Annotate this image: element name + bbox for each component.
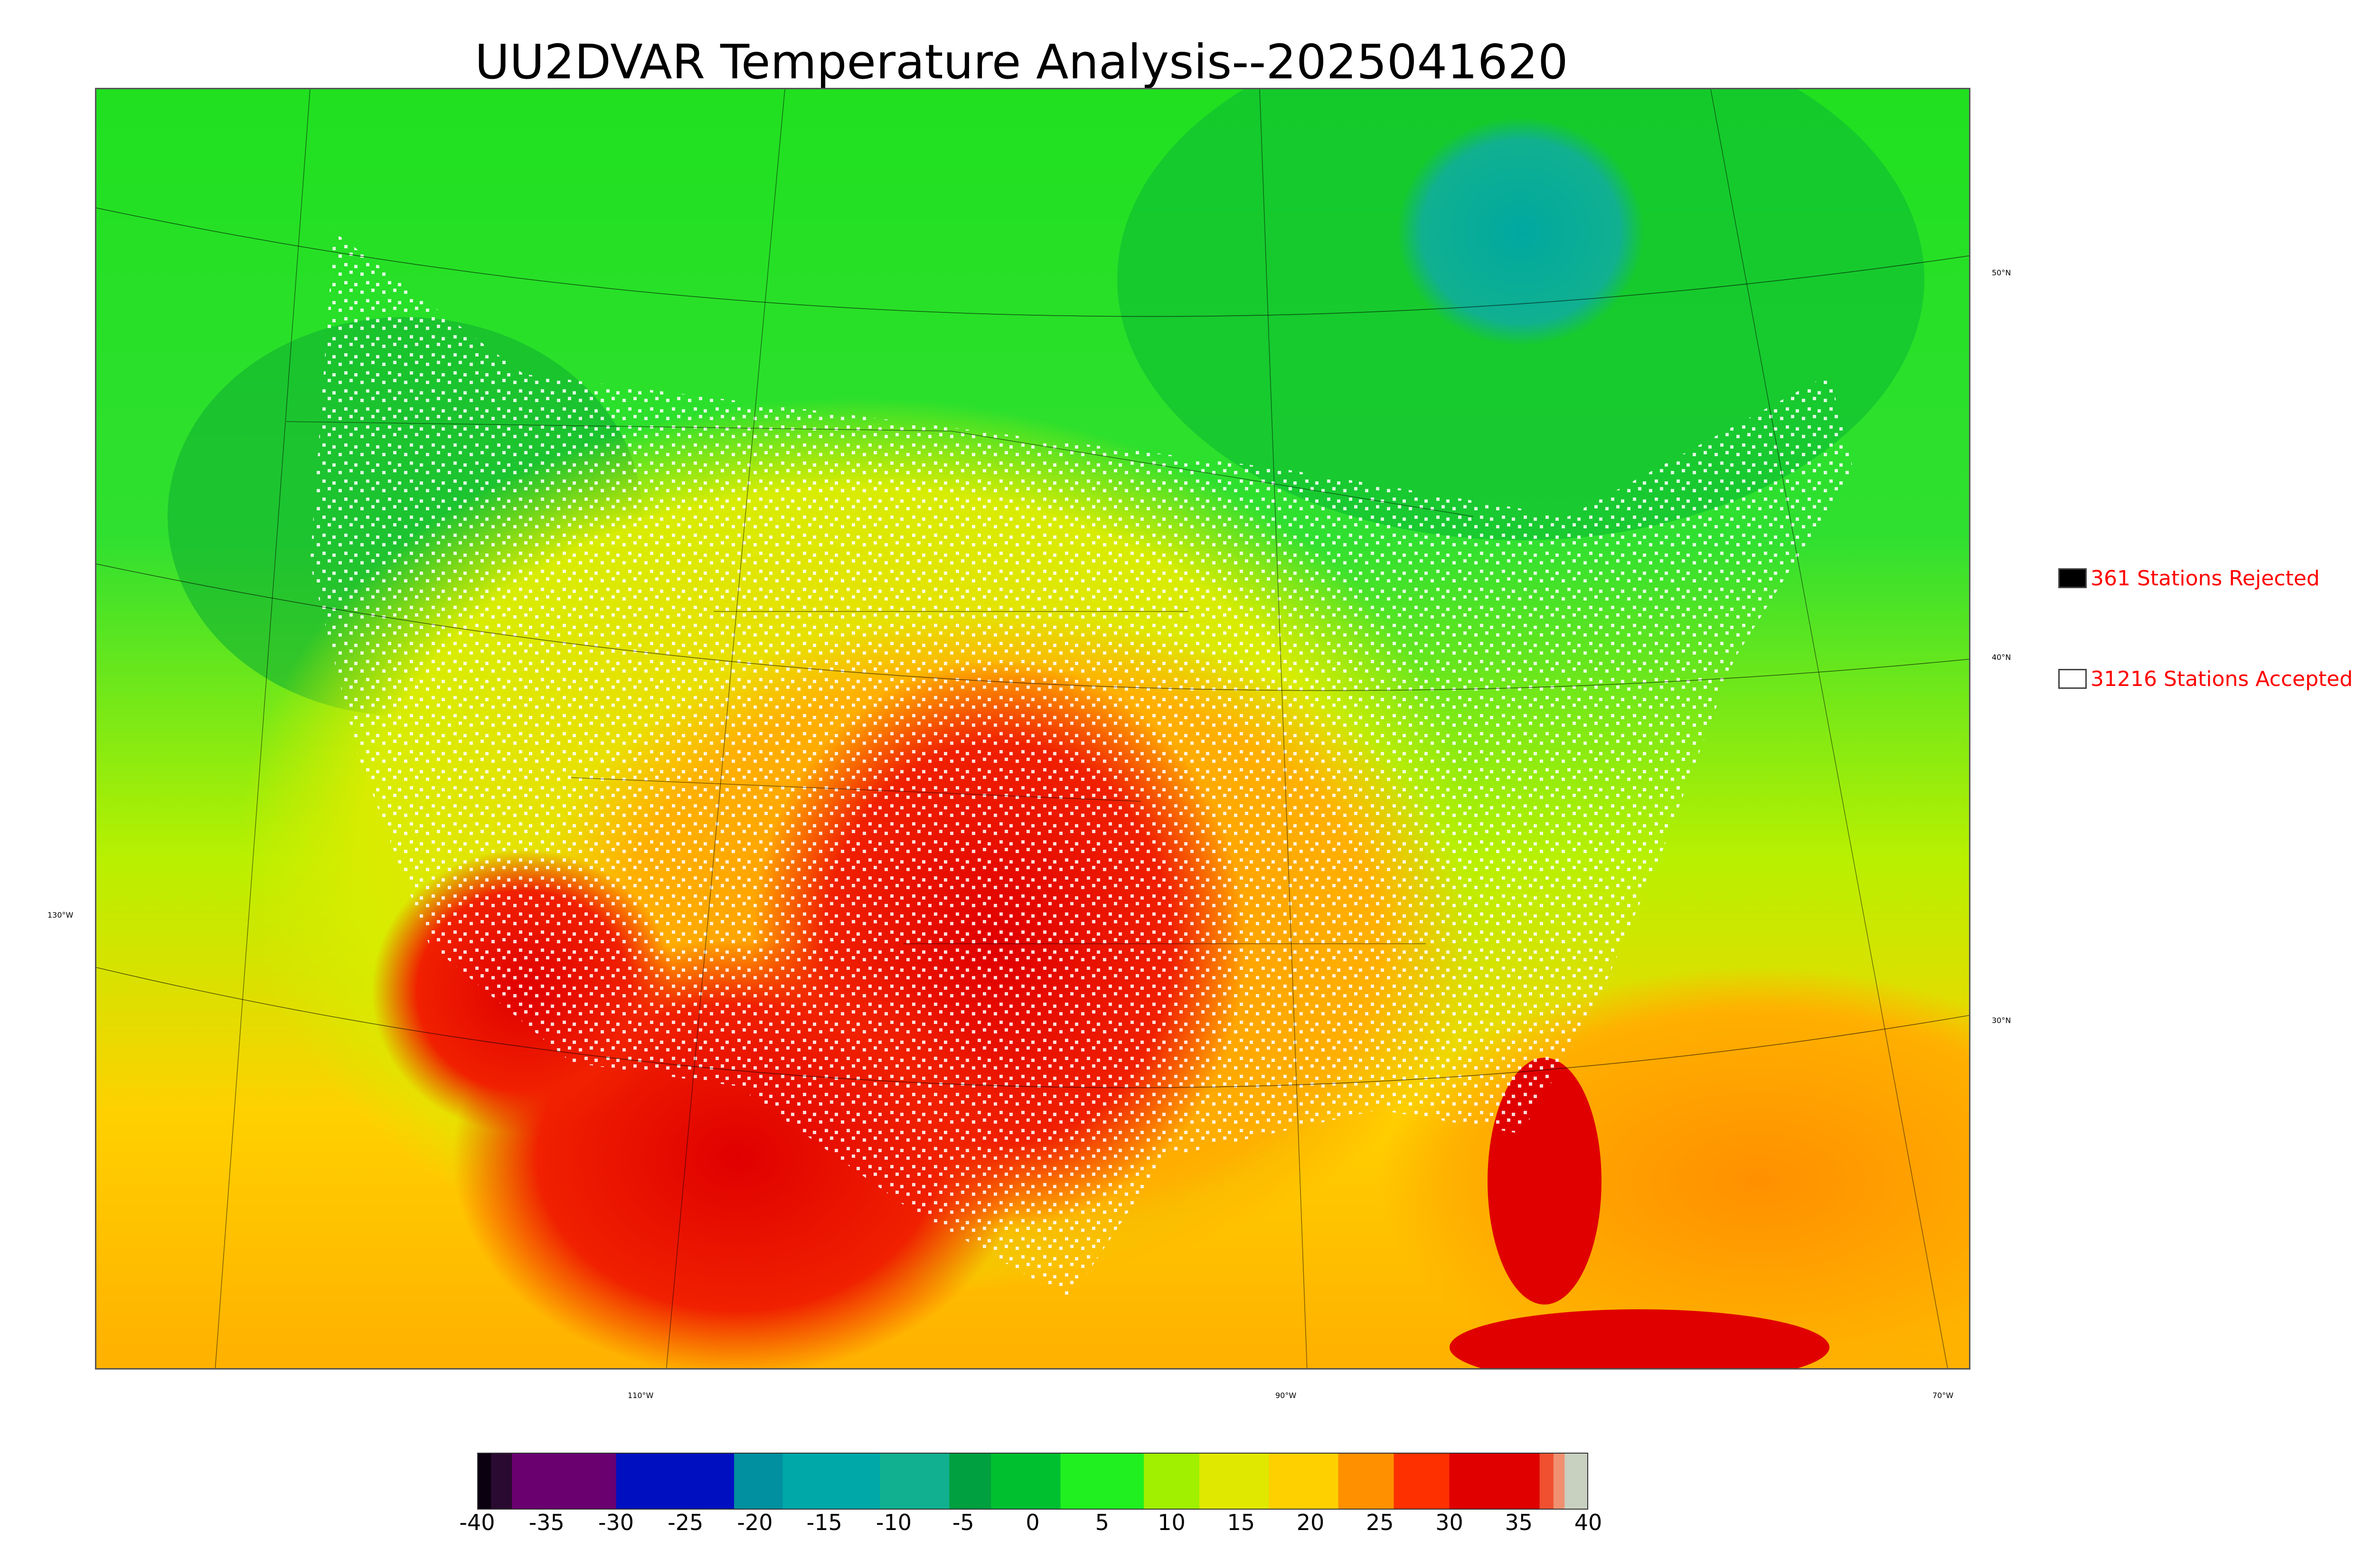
colorbar-tick-label: 0 (1026, 1510, 1040, 1535)
temperature-map-graphic (96, 89, 1969, 1368)
colorbar-tick-label: -20 (737, 1510, 773, 1535)
colorbar-segment-6 (880, 1453, 950, 1510)
colorbar-segment-9 (1060, 1453, 1144, 1510)
colorbar-tick-label: -30 (598, 1510, 634, 1535)
colorbar-segment-7 (949, 1453, 991, 1510)
colorbar-tick-label: -40 (459, 1510, 495, 1535)
colorbar-segment-8 (991, 1453, 1061, 1510)
colorbar-tick-label: 5 (1095, 1510, 1109, 1535)
accepted-swatch (2058, 669, 2087, 689)
lon-label-110w: 110°W (628, 1391, 654, 1400)
lon-label-90w: 90°W (1275, 1391, 1297, 1400)
colorbar-border (477, 1453, 1588, 1510)
colorbar-tick-label: 10 (1158, 1510, 1186, 1535)
colorbar-segment-16 (1539, 1453, 1554, 1510)
lon-label-130w: 130°W (47, 911, 74, 920)
colorbar-segment-3 (616, 1453, 735, 1510)
colorbar-segment-11 (1199, 1453, 1269, 1510)
rejected-label: 361 Stations Rejected (2091, 566, 2320, 591)
colorbar-tick-label: 25 (1366, 1510, 1394, 1535)
colorbar-tick-label: -15 (806, 1510, 842, 1535)
colorbar-tick-label: 15 (1227, 1510, 1255, 1535)
colorbar-segment-12 (1269, 1453, 1338, 1510)
lat-label-30n: 30°N (1992, 1016, 2011, 1025)
temperature-map (95, 88, 1970, 1370)
colorbar-tick-label: 40 (1574, 1510, 1602, 1535)
colorbar-segment-4 (734, 1453, 783, 1510)
map-title: UU2DVAR Temperature Analysis--2025041620 (475, 34, 1568, 90)
colorbar-tick-label: 20 (1296, 1510, 1325, 1535)
colorbar-tick-label: -35 (528, 1510, 565, 1535)
colorbar-segment-14 (1394, 1453, 1450, 1510)
colorbar-tick-label: 30 (1435, 1510, 1463, 1535)
colorbar-segment-5 (782, 1453, 880, 1510)
colorbar-tick-label: -10 (876, 1510, 912, 1535)
lon-label-70w: 70°W (1932, 1391, 1954, 1400)
lat-label-40n: 40°N (1992, 653, 2011, 662)
rejected-swatch (2058, 568, 2087, 588)
legend-accepted: 31216 Stations Accepted (2058, 665, 2353, 693)
colorbar-segment-0 (477, 1453, 491, 1510)
colorbar-segment-18 (1564, 1453, 1588, 1510)
colorbar-segment-1 (491, 1453, 512, 1510)
colorbar-tick-label: 35 (1505, 1510, 1533, 1535)
colorbar-segment-10 (1144, 1453, 1200, 1510)
colorbar-segment-2 (512, 1453, 616, 1510)
colorbar-tick-label: -5 (952, 1510, 974, 1535)
accepted-label: 31216 Stations Accepted (2091, 667, 2353, 691)
colorbar-segment-15 (1449, 1453, 1540, 1510)
colorbar-tick-label: -25 (668, 1510, 704, 1535)
lat-label-50n: 50°N (1992, 268, 2011, 277)
colorbar-segment-17 (1553, 1453, 1565, 1510)
legend-rejected: 361 Stations Rejected (2058, 564, 2320, 592)
colorbar-segment-13 (1338, 1453, 1394, 1510)
colorbar (477, 1453, 1588, 1510)
